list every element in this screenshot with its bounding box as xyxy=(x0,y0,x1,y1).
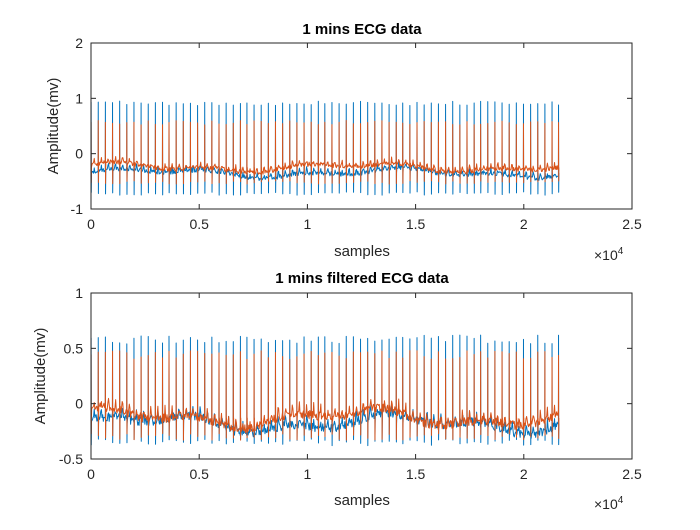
y-tick-label: -1 xyxy=(71,201,84,217)
y-tick-label: 2 xyxy=(75,35,83,51)
series-line-2 xyxy=(90,120,560,185)
x-tick-label: 2.5 xyxy=(622,216,642,232)
plot-area: 0 0.5 1 1.5 2 2.5-0.500.51 xyxy=(59,285,642,482)
x-tick-label: 1 xyxy=(304,466,312,482)
x-axis-exponent-base: ×10 xyxy=(594,496,618,512)
x-tick-label: 2 xyxy=(520,466,528,482)
x-axis-exponent-power: 4 xyxy=(618,495,624,506)
x-axis-label: samples xyxy=(334,492,390,509)
y-tick-label: -0.5 xyxy=(59,451,83,467)
x-axis-exponent-power: 4 xyxy=(618,246,624,257)
x-tick-label: 0 xyxy=(87,466,95,482)
axes-ecg-filtered: 1 mins filtered ECG data 0 0.5 1 1.5 2 2.5 -0.… xyxy=(32,270,642,512)
axes-background xyxy=(91,293,632,459)
x-tick-label: 0.5 xyxy=(189,466,209,482)
axes-box xyxy=(90,292,633,460)
x-tick-label: 2 xyxy=(520,216,528,232)
y-axis-label: Amplitude(mv) xyxy=(32,328,49,425)
chart-title: 1 mins filtered ECG data xyxy=(275,270,449,287)
x-tick-label: 1.5 xyxy=(406,216,426,232)
y-tick-label: 0.5 xyxy=(64,340,84,356)
x-axis-exponent: ×104 xyxy=(594,495,624,512)
x-tick-label: 0.5 xyxy=(189,216,209,232)
axes-box xyxy=(90,42,633,210)
x-axis-exponent: ×104 xyxy=(594,246,624,263)
chart-title: 1 mins ECG data xyxy=(302,21,422,38)
y-tick-label: 0 xyxy=(75,146,83,162)
x-tick-label: 1.5 xyxy=(406,466,426,482)
x-tick-label: 0 xyxy=(87,216,95,232)
series-line-2 xyxy=(90,350,560,441)
y-axis-label: Amplitude(mv) xyxy=(45,78,62,175)
y-tick-label: 1 xyxy=(75,285,83,301)
y-tick-label: 0 xyxy=(75,396,83,412)
x-axis-label: samples xyxy=(334,243,390,260)
x-axis-exponent-base: ×10 xyxy=(594,247,618,263)
y-tick-label: 1 xyxy=(75,90,83,106)
x-tick-label: 2.5 xyxy=(622,466,642,482)
x-tick-label: 1 xyxy=(304,216,312,232)
axes-background xyxy=(91,43,632,209)
